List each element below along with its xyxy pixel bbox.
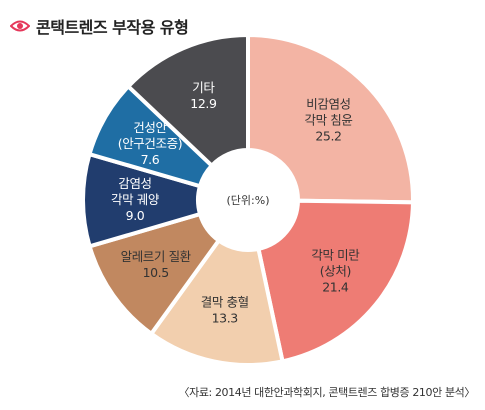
title-row: 콘택트렌즈 부작용 유형 (10, 14, 189, 38)
slice-1 (256, 198, 416, 364)
center-unit-label: (단위:%) (227, 194, 270, 207)
slice-0 (246, 32, 415, 205)
slice-label-line: 각막 궤양 (111, 192, 160, 207)
slice-value-6: 12.9 (190, 96, 217, 111)
slice-label-4: 감염성 각막 궤양 9.0 (111, 176, 160, 223)
slice-value-2: 13.3 (212, 311, 238, 326)
slice-label-line: (안구건조증) (118, 136, 182, 151)
slice-label-line: 각막 미란 (311, 248, 360, 263)
slice-label-line: 감염성 (118, 176, 151, 191)
slice-6 (125, 32, 250, 169)
slice-label-0: 비감염성 각막 침윤 25.2 (304, 97, 352, 144)
slice-value-0: 25.2 (315, 129, 341, 144)
slice-label-2: 결막 충혈 13.3 (201, 295, 249, 326)
slice-label-line: (상처) (320, 264, 351, 279)
slice-label-1: 각막 미란 (상처) 21.4 (311, 248, 360, 295)
slice-label-line: 비감염성 (306, 97, 350, 112)
slice-label-line: 결막 충혈 (201, 295, 249, 310)
slice-label-line: 각막 침윤 (304, 113, 352, 128)
chart-title: 콘택트렌즈 부작용 유형 (36, 18, 189, 37)
slice-value-5: 7.6 (141, 152, 160, 167)
slice-label-5: 건성안 (안구건조증) 7.6 (118, 120, 182, 167)
source-note: 〈자료: 2014년 대한안과학회지, 콘택트렌즈 합병증 210안 분석〉 (178, 386, 476, 399)
slice-2 (148, 237, 285, 367)
slice-value-3: 10.5 (143, 265, 169, 280)
slice-label-line: 기타 (192, 80, 215, 95)
slice-value-4: 9.0 (126, 208, 145, 223)
slice-label-line: 건성안 (133, 120, 167, 135)
slice-label-6: 기타 12.9 (190, 80, 217, 111)
slice-label-line: 알레르기 질환 (121, 249, 192, 264)
slice-3 (87, 211, 222, 337)
eye-icon (10, 20, 30, 32)
slice-value-1: 21.4 (322, 280, 349, 295)
slice-label-3: 알레르기 질환 10.5 (121, 249, 192, 280)
